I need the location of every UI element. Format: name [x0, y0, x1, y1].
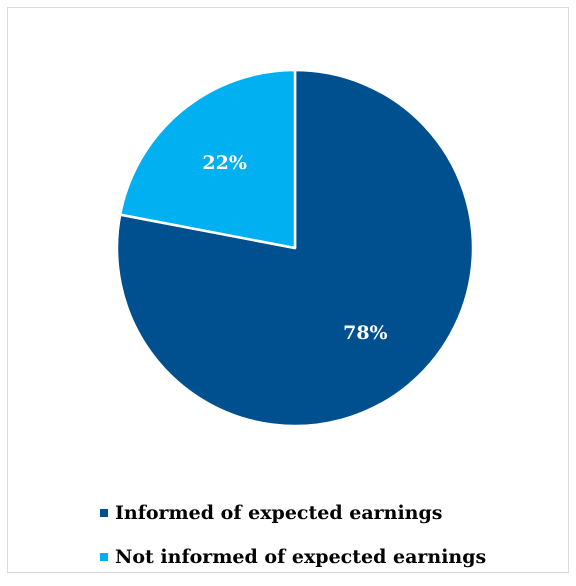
- pie-chart: 78% 22%: [115, 68, 475, 428]
- legend-label-0: Informed of expected earnings: [115, 502, 443, 524]
- legend-item-1: Not informed of expected earnings: [100, 542, 486, 572]
- pie-labels: 78% 22%: [202, 152, 387, 344]
- pie-slice-0: [115, 68, 475, 428]
- pie-slices: [115, 68, 475, 428]
- legend-item-0: Informed of expected earnings: [100, 498, 486, 528]
- chart-area: 78% 22% Informed of expected earnings Not …: [7, 7, 569, 573]
- legend-swatch-0: [100, 509, 108, 517]
- legend-swatch-1: [100, 553, 108, 561]
- legend-label-1: Not informed of expected earnings: [115, 546, 487, 568]
- pie-slice-1: [118, 68, 297, 250]
- data-label-1: 22%: [202, 152, 247, 174]
- data-label-0: 78%: [343, 322, 388, 344]
- legend: Informed of expected earnings Not informe…: [100, 498, 486, 586]
